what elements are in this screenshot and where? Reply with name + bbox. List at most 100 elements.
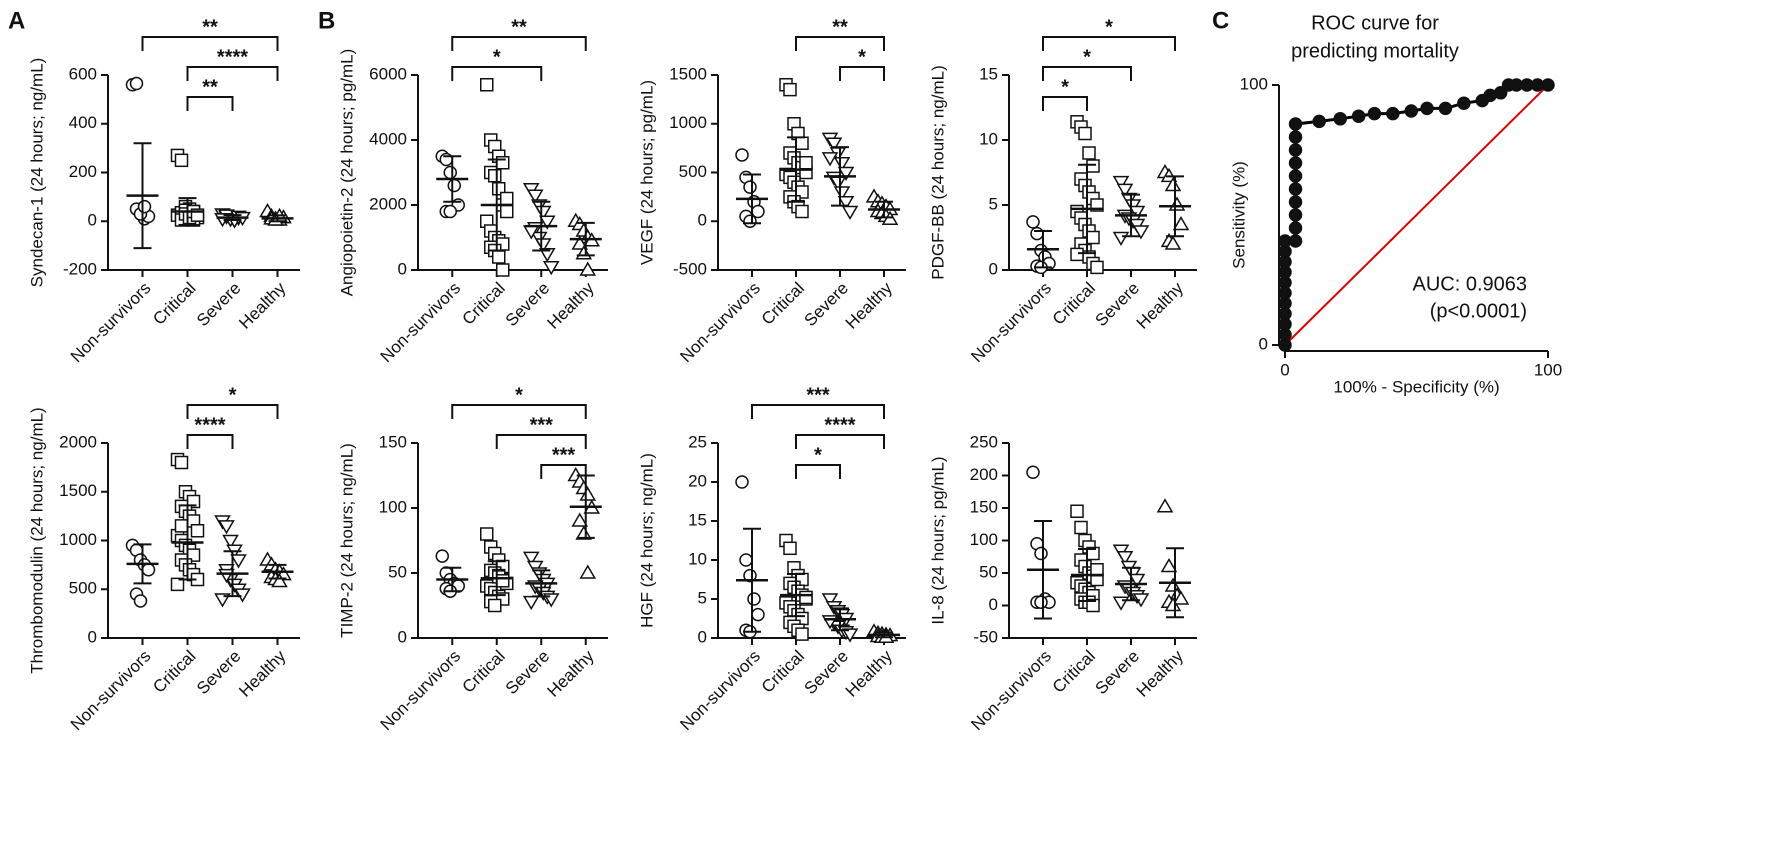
data-point <box>833 186 851 201</box>
y-tick-label: 200 <box>970 465 998 484</box>
data-point <box>190 524 205 538</box>
y-tick-label: 5 <box>989 194 998 213</box>
significance-bracket <box>839 66 885 81</box>
data-point <box>1288 234 1303 248</box>
data-point <box>795 136 809 150</box>
data-point <box>443 204 457 219</box>
x-tick-label: Healthy <box>235 646 290 701</box>
data-point <box>534 205 552 220</box>
data-point <box>1070 247 1084 262</box>
significance-bracket <box>1042 36 1176 51</box>
data-point <box>1386 106 1400 121</box>
data-point <box>1288 117 1303 131</box>
x-tick-label: Healthy <box>842 646 897 701</box>
significance-label: * <box>493 46 501 68</box>
data-point <box>538 248 556 263</box>
data-point <box>1288 221 1303 235</box>
x-tick-label: Non-survivors <box>967 279 1055 367</box>
significance-bracket <box>795 464 841 479</box>
y-tick-label: 1000 <box>669 113 707 132</box>
data-point <box>137 199 152 214</box>
x-tick-label: 100 <box>1534 360 1562 379</box>
y-axis-label: Thrombomodulin (24 hours; ng/mL) <box>27 407 46 673</box>
data-point <box>1128 573 1146 588</box>
data-point <box>1404 104 1418 118</box>
y-tick-label: 0 <box>88 627 97 646</box>
data-point <box>571 235 589 250</box>
data-point <box>1030 226 1044 241</box>
data-point <box>837 196 855 211</box>
significance-label: *** <box>530 414 554 436</box>
significance-label: * <box>858 46 866 68</box>
y-tick-label: 0 <box>88 211 97 230</box>
y-tick-label: 150 <box>379 432 407 451</box>
significance-bracket <box>1042 66 1132 81</box>
panel-label: C <box>1212 7 1229 34</box>
significance-bracket <box>186 404 279 419</box>
significance-bracket <box>141 36 279 51</box>
y-tick-label: -200 <box>63 259 97 278</box>
data-point <box>492 250 506 264</box>
data-point <box>1112 231 1130 246</box>
significance-bracket <box>186 96 234 111</box>
significance-label: * <box>515 384 523 406</box>
y-tick-label: 100 <box>970 530 998 549</box>
data-point <box>1288 182 1303 196</box>
y-tick-label: -50 <box>973 627 998 646</box>
y-tick-label: 0 <box>398 627 407 646</box>
significance-label: * <box>1105 16 1113 38</box>
y-tick-label: 15 <box>979 64 998 83</box>
x-tick-label: Healthy <box>544 646 599 701</box>
data-point <box>443 165 457 180</box>
data-point <box>271 572 288 588</box>
chart-title: predicting mortality <box>1291 40 1459 62</box>
x-tick-label: 0 <box>1280 360 1289 379</box>
data-point <box>795 204 809 219</box>
y-axis-label: Angiopoietin-2 (24 hours; pg/mL) <box>337 49 356 297</box>
x-axis-label: 100% - Specificity (%) <box>1333 377 1499 396</box>
data-point <box>783 82 797 97</box>
y-tick-label: 10 <box>979 129 998 148</box>
y-tick-label: 6000 <box>369 64 407 83</box>
data-point <box>751 607 765 622</box>
y-tick-label: 2000 <box>369 194 407 213</box>
x-tick-label: Non-survivors <box>676 647 764 735</box>
x-tick-label: Critical <box>758 647 808 697</box>
data-point <box>496 263 510 277</box>
data-point <box>837 166 855 181</box>
data-point <box>480 527 494 541</box>
data-point <box>1112 175 1130 191</box>
significance-bracket <box>540 464 587 479</box>
y-tick-label: 15 <box>688 510 707 529</box>
data-point <box>230 554 247 569</box>
data-point <box>1074 520 1088 535</box>
data-point <box>743 214 757 228</box>
annotation: AUC: 0.9063 <box>1412 273 1527 295</box>
data-point <box>435 549 449 563</box>
y-tick-label: 4000 <box>369 129 407 148</box>
y-tick-label: 5 <box>698 588 707 607</box>
data-point <box>496 574 510 588</box>
y-axis-label: IL-8 (24 hours; pg/mL) <box>928 456 947 624</box>
data-point <box>1172 590 1190 605</box>
x-tick-label: Critical <box>459 279 509 329</box>
y-tick-label: 100 <box>379 497 407 516</box>
y-axis-label: Syndecan-1 (24 hours; ng/mL) <box>27 58 46 288</box>
significance-bracket <box>751 404 885 419</box>
data-point <box>841 628 859 643</box>
data-point <box>1160 558 1178 573</box>
data-point <box>488 169 502 183</box>
significance-label: *** <box>552 444 576 466</box>
significance-label: ** <box>202 16 218 38</box>
data-point <box>795 627 809 641</box>
annotation: (p<0.0001) <box>1430 300 1527 322</box>
data-point <box>821 593 839 608</box>
y-axis-label: VEGF (24 hours; pg/mL) <box>637 80 656 265</box>
significance-label: **** <box>217 46 248 68</box>
data-point <box>500 204 514 219</box>
data-point <box>1078 126 1092 141</box>
data-point <box>579 261 597 276</box>
x-tick-label: Severe <box>193 279 245 331</box>
y-tick-label: 400 <box>69 113 97 132</box>
